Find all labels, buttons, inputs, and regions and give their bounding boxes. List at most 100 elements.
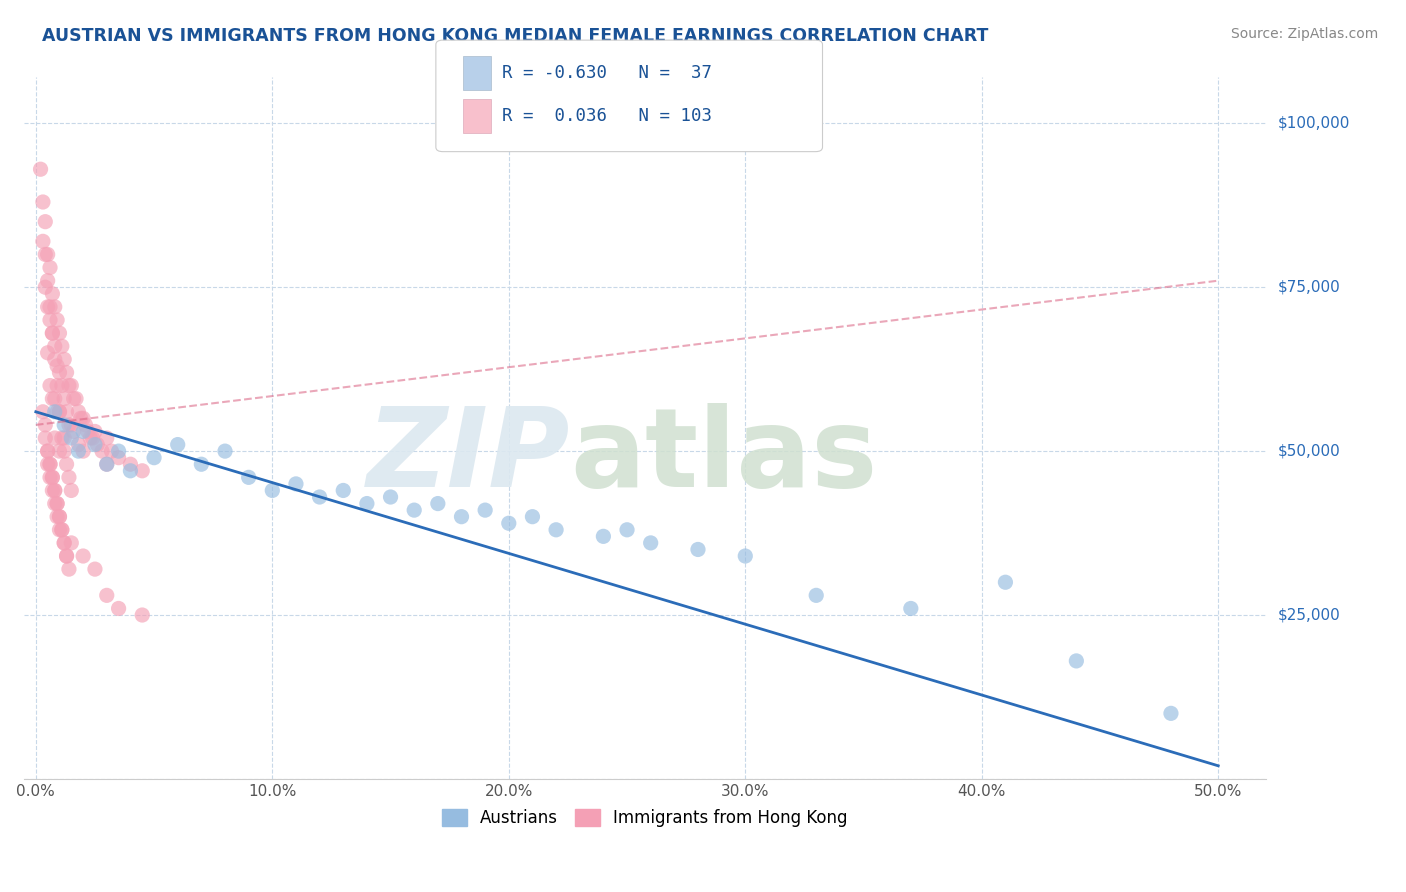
- Point: [67, 405, 90, 419]
- Point: [37, 444, 59, 458]
- Text: $75,000: $75,000: [1278, 280, 1341, 294]
- Point: [39, 260, 62, 275]
- Point: [96, 457, 118, 471]
- Point: [62, 392, 84, 406]
- Point: [46, 378, 69, 392]
- Point: [41, 286, 63, 301]
- Point: [32, 405, 55, 419]
- Point: [262, 483, 284, 498]
- Point: [72, 425, 94, 439]
- Point: [44, 405, 66, 419]
- Point: [107, 601, 129, 615]
- Point: [84, 437, 107, 451]
- Point: [91, 444, 114, 458]
- Point: [58, 562, 80, 576]
- Point: [238, 470, 260, 484]
- Point: [450, 509, 472, 524]
- Point: [546, 523, 568, 537]
- Point: [498, 516, 520, 531]
- Point: [166, 437, 188, 451]
- Point: [60, 536, 83, 550]
- Point: [39, 313, 62, 327]
- Point: [60, 483, 83, 498]
- Point: [53, 352, 76, 367]
- Point: [41, 483, 63, 498]
- Text: R =  0.036   N = 103: R = 0.036 N = 103: [502, 107, 711, 125]
- Point: [41, 326, 63, 340]
- Point: [41, 326, 63, 340]
- Point: [37, 300, 59, 314]
- Point: [96, 431, 118, 445]
- Point: [30, 162, 52, 177]
- Point: [44, 300, 66, 314]
- Point: [143, 450, 166, 465]
- Point: [53, 392, 76, 406]
- Point: [34, 280, 56, 294]
- Point: [51, 431, 73, 445]
- Point: [53, 536, 76, 550]
- Point: [131, 464, 153, 478]
- Point: [48, 444, 70, 458]
- Point: [37, 346, 59, 360]
- Point: [48, 405, 70, 419]
- Point: [44, 352, 66, 367]
- Point: [69, 411, 91, 425]
- Point: [308, 490, 330, 504]
- Point: [58, 417, 80, 432]
- Point: [100, 444, 122, 458]
- Point: [58, 470, 80, 484]
- Point: [55, 457, 77, 471]
- Point: [51, 378, 73, 392]
- Point: [76, 425, 98, 439]
- Point: [55, 549, 77, 563]
- Point: [592, 529, 614, 543]
- Point: [37, 444, 59, 458]
- Point: [107, 444, 129, 458]
- Point: [640, 536, 662, 550]
- Point: [39, 457, 62, 471]
- Point: [55, 366, 77, 380]
- Text: ZIP: ZIP: [367, 402, 571, 509]
- Point: [58, 378, 80, 392]
- Point: [48, 523, 70, 537]
- Text: Source: ZipAtlas.com: Source: ZipAtlas.com: [1230, 27, 1378, 41]
- Point: [39, 300, 62, 314]
- Point: [53, 536, 76, 550]
- Point: [48, 509, 70, 524]
- Point: [34, 431, 56, 445]
- Point: [34, 417, 56, 432]
- Point: [72, 444, 94, 458]
- Point: [84, 562, 107, 576]
- Point: [32, 194, 55, 209]
- Point: [46, 497, 69, 511]
- Point: [48, 326, 70, 340]
- Point: [1066, 654, 1088, 668]
- Point: [44, 483, 66, 498]
- Point: [51, 523, 73, 537]
- Point: [60, 417, 83, 432]
- Point: [734, 549, 756, 563]
- Legend: Austrians, Immigrants from Hong Kong: Austrians, Immigrants from Hong Kong: [436, 802, 855, 834]
- Point: [39, 457, 62, 471]
- Point: [41, 470, 63, 484]
- Text: AUSTRIAN VS IMMIGRANTS FROM HONG KONG MEDIAN FEMALE EARNINGS CORRELATION CHART: AUSTRIAN VS IMMIGRANTS FROM HONG KONG ME…: [42, 27, 988, 45]
- Point: [67, 437, 90, 451]
- Point: [67, 444, 90, 458]
- Point: [46, 509, 69, 524]
- Point: [39, 470, 62, 484]
- Point: [55, 549, 77, 563]
- Point: [356, 497, 378, 511]
- Point: [44, 431, 66, 445]
- Point: [46, 405, 69, 419]
- Point: [72, 549, 94, 563]
- Text: $50,000: $50,000: [1278, 443, 1341, 458]
- Point: [380, 490, 402, 504]
- Point: [686, 542, 709, 557]
- Point: [34, 215, 56, 229]
- Point: [51, 339, 73, 353]
- Point: [48, 405, 70, 419]
- Point: [46, 359, 69, 373]
- Point: [60, 431, 83, 445]
- Point: [84, 425, 107, 439]
- Point: [522, 509, 544, 524]
